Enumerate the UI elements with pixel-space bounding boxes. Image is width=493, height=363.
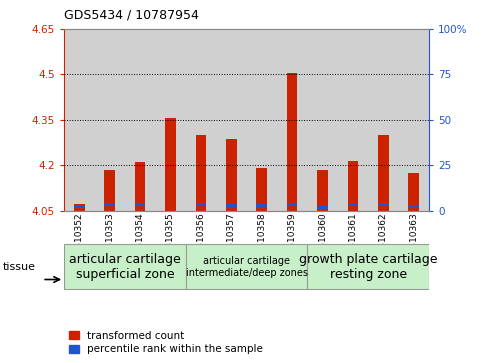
FancyBboxPatch shape (186, 244, 307, 289)
Bar (135, 203, 145, 206)
Bar (135, 162, 145, 211)
Bar (408, 173, 419, 211)
Bar (246, 29, 277, 211)
Bar (64, 29, 95, 211)
Bar (307, 29, 338, 211)
Bar (317, 170, 328, 211)
FancyBboxPatch shape (307, 244, 429, 289)
Bar (226, 204, 237, 207)
Bar (256, 168, 267, 211)
Bar (226, 139, 237, 211)
Bar (125, 29, 155, 211)
Bar (378, 135, 388, 211)
Bar (165, 118, 176, 211)
Legend: transformed count, percentile rank within the sample: transformed count, percentile rank withi… (70, 331, 263, 354)
Bar (155, 29, 186, 211)
Bar (398, 29, 429, 211)
Bar (378, 203, 388, 206)
Bar (74, 205, 85, 208)
Bar (277, 29, 307, 211)
Bar (287, 73, 297, 211)
Text: GDS5434 / 10787954: GDS5434 / 10787954 (64, 9, 199, 22)
Bar (408, 205, 419, 208)
Text: growth plate cartilage
resting zone: growth plate cartilage resting zone (299, 253, 437, 281)
Text: articular cartilage
superficial zone: articular cartilage superficial zone (69, 253, 181, 281)
Bar (368, 29, 398, 211)
Bar (348, 203, 358, 206)
Bar (287, 203, 297, 206)
Bar (95, 29, 125, 211)
Text: articular cartilage
intermediate/deep zones: articular cartilage intermediate/deep zo… (185, 256, 308, 278)
Bar (338, 29, 368, 211)
Bar (256, 204, 267, 207)
Text: tissue: tissue (2, 262, 35, 272)
Bar (105, 203, 115, 206)
Bar (196, 203, 206, 206)
Bar (348, 160, 358, 211)
Bar (317, 206, 328, 209)
FancyBboxPatch shape (64, 244, 186, 289)
Bar (186, 29, 216, 211)
Bar (216, 29, 246, 211)
Bar (105, 170, 115, 211)
Bar (74, 204, 85, 211)
Bar (196, 135, 206, 211)
